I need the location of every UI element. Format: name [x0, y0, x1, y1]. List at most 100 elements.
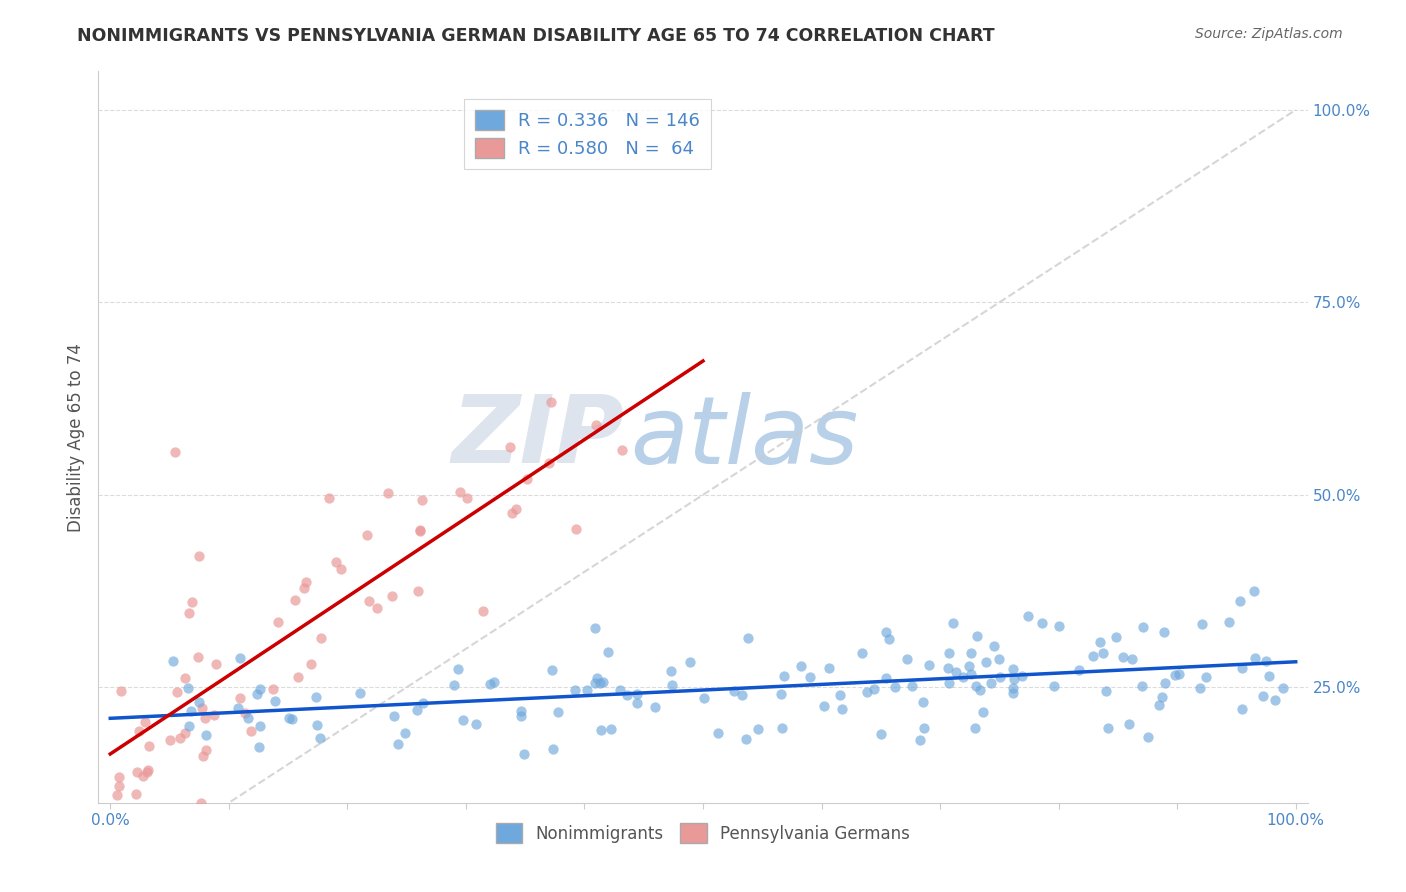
Point [349, 686, 371, 700]
Point [540, 395, 562, 409]
Point [194, 711, 217, 725]
Point [1092, 646, 1115, 660]
Point [1067, 664, 1090, 678]
Point [138, 739, 160, 753]
Point [405, 703, 427, 717]
Point [537, 456, 560, 470]
Point [1244, 651, 1267, 665]
Point [596, 644, 619, 658]
Point [174, 671, 197, 685]
Point [356, 528, 378, 542]
Point [387, 737, 409, 751]
Point [134, 714, 156, 729]
Point [105, 788, 128, 802]
Point [875, 671, 897, 685]
Point [501, 506, 523, 520]
Point [1153, 624, 1175, 639]
Point [565, 522, 588, 536]
Point [177, 719, 200, 733]
Point [1230, 702, 1253, 716]
Point [284, 592, 307, 607]
Point [307, 718, 329, 732]
Point [828, 688, 851, 702]
Point [499, 440, 522, 454]
Y-axis label: Disability Age 65 to 74: Disability Age 65 to 74 [66, 343, 84, 532]
Point [936, 661, 959, 675]
Text: atlas: atlas [630, 392, 859, 483]
Point [737, 631, 759, 645]
Point [1001, 662, 1024, 676]
Point [983, 639, 1005, 653]
Point [513, 747, 536, 761]
Point [1002, 672, 1025, 686]
Point [1251, 690, 1274, 704]
Point [1188, 681, 1211, 695]
Point [585, 671, 607, 685]
Point [247, 740, 270, 755]
Point [456, 491, 478, 506]
Point [1258, 669, 1281, 683]
Point [181, 595, 204, 609]
Point [166, 685, 188, 699]
Point [1047, 619, 1070, 633]
Point [1147, 698, 1170, 713]
Point [505, 502, 527, 516]
Point [515, 472, 537, 486]
Point [409, 524, 432, 538]
Point [1191, 617, 1213, 632]
Point [831, 702, 853, 716]
Point [169, 731, 191, 745]
Point [188, 549, 211, 564]
Point [190, 796, 212, 810]
Point [411, 493, 433, 508]
Point [659, 664, 682, 678]
Point [965, 680, 987, 694]
Point [1001, 686, 1024, 700]
Point [406, 584, 429, 599]
Point [281, 712, 304, 726]
Point [626, 696, 648, 710]
Point [1112, 649, 1135, 664]
Point [966, 629, 988, 643]
Point [1271, 681, 1294, 695]
Point [1264, 693, 1286, 707]
Point [969, 682, 991, 697]
Point [1195, 670, 1218, 684]
Point [974, 655, 997, 669]
Point [1104, 630, 1126, 644]
Point [769, 687, 792, 701]
Point [195, 729, 218, 743]
Point [409, 523, 432, 537]
Point [299, 657, 322, 671]
Point [202, 707, 225, 722]
Point [449, 485, 471, 500]
Point [813, 698, 835, 713]
Point [1168, 667, 1191, 681]
Point [136, 765, 159, 780]
Point [600, 722, 623, 736]
Point [465, 716, 488, 731]
Point [747, 722, 769, 736]
Point [1011, 669, 1033, 683]
Point [318, 491, 340, 505]
Point [1230, 661, 1253, 675]
Point [884, 680, 907, 694]
Point [278, 711, 301, 725]
Point [818, 661, 841, 675]
Point [945, 665, 967, 679]
Point [1132, 620, 1154, 634]
Point [1130, 679, 1153, 693]
Point [908, 733, 931, 747]
Point [472, 604, 495, 618]
Point [952, 670, 974, 684]
Point [877, 632, 900, 646]
Point [382, 708, 405, 723]
Point [875, 624, 897, 639]
Point [191, 748, 214, 763]
Point [770, 722, 793, 736]
Point [287, 670, 309, 684]
Point [1043, 679, 1066, 693]
Point [790, 659, 813, 673]
Point [901, 679, 924, 693]
Point [1136, 731, 1159, 745]
